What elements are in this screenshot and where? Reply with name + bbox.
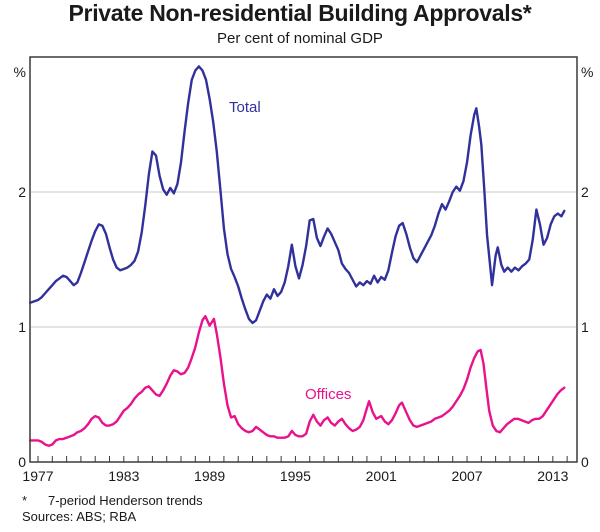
x-label-2013: 2013: [537, 468, 568, 484]
x-label-1989: 1989: [194, 468, 225, 484]
series-line-offices: [28, 315, 566, 447]
footnote-definition: * 7-period Henderson trends: [22, 493, 203, 509]
footnote-sources: Sources: ABS; RBA: [22, 509, 137, 524]
y-label-right-1: 1: [581, 319, 589, 335]
y-label-left-1: 1: [18, 319, 26, 335]
y-label-right-2: 2: [581, 184, 589, 200]
y-label-left-2: 2: [18, 184, 26, 200]
y-unit-left: %: [14, 64, 26, 80]
series-line-total: [28, 65, 566, 325]
x-label-1995: 1995: [280, 468, 311, 484]
x-label-1977: 1977: [22, 468, 53, 484]
footnote-block: * 7-period Henderson trends Sources: ABS;…: [22, 493, 203, 525]
y-unit-right: %: [581, 64, 593, 80]
footnote-marker: *: [22, 493, 28, 508]
x-label-2001: 2001: [366, 468, 397, 484]
x-label-2007: 2007: [451, 468, 482, 484]
footnote-text: 7-period Henderson trends: [48, 493, 203, 508]
chart-subtitle: Per cent of nominal GDP: [217, 30, 383, 47]
series-label-total: Total: [229, 99, 261, 116]
plot-frame: [29, 56, 578, 463]
x-label-1983: 1983: [108, 468, 139, 484]
y-label-right-0: 0: [581, 454, 589, 470]
series-label-offices: Offices: [305, 386, 351, 403]
y-label-left-0: 0: [18, 454, 26, 470]
chart-title: Private Non-residential Building Approva…: [68, 0, 532, 26]
